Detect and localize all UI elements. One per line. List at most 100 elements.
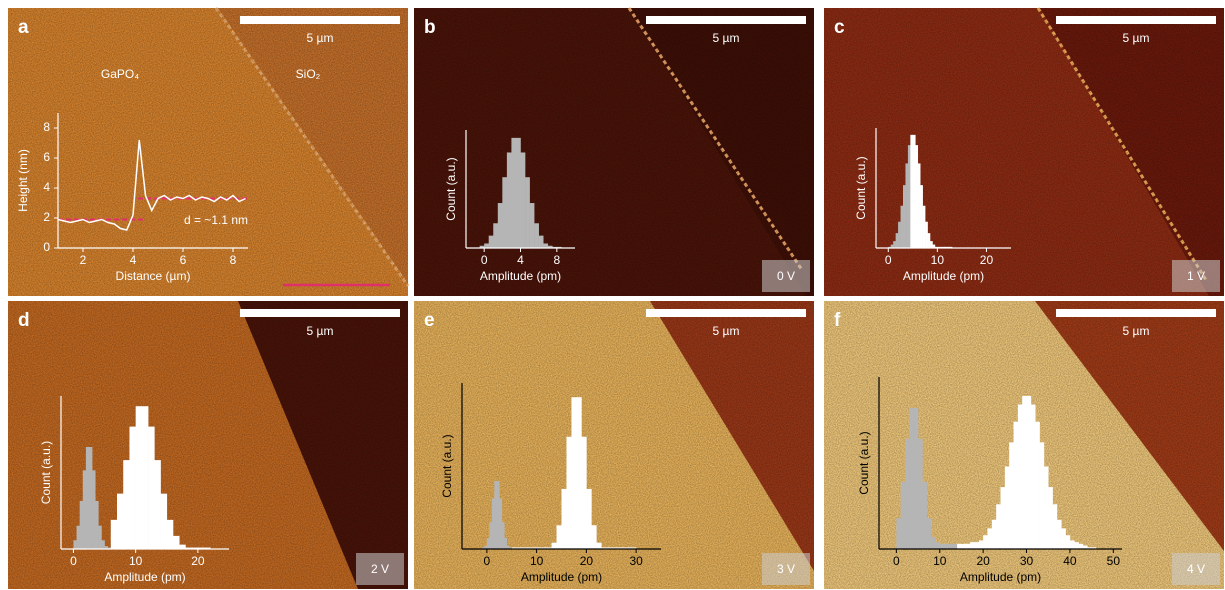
region-label: SiO₂ [296,67,321,81]
histogram-bar [536,547,542,549]
histogram-bar [581,436,587,549]
histogram-bar [930,241,933,248]
panel: f 5 µm 4 V Count (a.u.) 0 10 20 30 40 50 Amplitude… [824,301,1224,589]
histogram-bar [531,547,537,549]
histogram-bar [1000,487,1006,549]
panel: c 5 µm 1 V Count (a.u.) 0 10 20 Amplitude (pm) [824,7,1224,296]
panel-label: f [834,310,841,331]
histogram-bar [541,547,547,549]
histogram-bar [506,545,510,549]
histogram-bar [1061,528,1066,549]
histogram-bar [185,547,192,549]
panel-label: c [834,17,845,38]
histogram-bar [497,203,503,248]
histogram-bar [922,205,926,248]
x-tick-label: 30 [629,554,643,568]
histogram-bar [922,481,928,549]
histogram-bar [917,163,921,248]
histogram-bar [509,547,513,549]
histogram-bar [987,528,993,549]
histogram-bar [1030,404,1036,549]
voltage-box [356,553,404,585]
histogram-bar [915,145,919,248]
histogram-bar [82,470,87,549]
histogram-bar [534,223,539,248]
histogram-bar [488,235,494,248]
histogram-bar [501,522,505,549]
y-axis-label: Count (a.u.) [854,156,868,219]
x-axis-label: Distance (µm) [116,269,191,283]
y-tick-label: 0 [43,240,50,254]
x-tick-label: 20 [191,554,205,568]
x-tick-label: 8 [553,253,560,267]
panel: e 5 µm 3 V Count (a.u.) 0 10 20 30 Amplitude (pm… [414,301,814,589]
histogram-bar [197,547,205,549]
histogram-bar [925,221,928,248]
histogram-bar [905,163,909,248]
histogram-bar [586,488,592,549]
histogram-bar [504,537,508,549]
x-tick-label: 0 [484,554,491,568]
histogram-bar [913,407,919,549]
histogram-bar [1065,535,1071,549]
histogram-bar [965,543,971,549]
histogram-bar [1004,466,1010,549]
histogram-bar [957,543,962,549]
histogram-bar [511,547,518,549]
histogram-bar [511,137,517,248]
x-tick-label: 10 [530,554,544,568]
histogram-bar [543,243,549,248]
histogram-bar [991,519,997,549]
histogram-bar [561,488,567,549]
panel: a 5 µm GaPO₄ SiO₂ d = ~1.1 nm 0 2 4 6 8 Height (nm… [8,7,410,296]
voltage-box [1172,260,1220,292]
histogram-bar [1043,466,1049,549]
histogram-bar [123,460,130,549]
scale-bar-label: 5 µm [713,31,740,45]
histogram-bar [135,406,143,549]
height-profile [57,139,246,231]
y-tick-label: 2 [43,210,50,224]
histogram-bar [905,438,910,549]
histogram-bar [1078,543,1084,549]
histogram-bar [1069,540,1075,549]
histogram-bar [491,498,495,549]
scale-bar [240,16,400,24]
histogram-bar [910,134,914,248]
histogram-bar [932,244,936,248]
y-axis-label: Height (nm) [16,149,30,212]
histogram-bar [898,221,901,248]
y-axis-label: Count (a.u.) [857,431,871,494]
histogram-bar [73,540,77,549]
histogram-bar [515,137,521,248]
x-axis-label: Amplitude (pm) [480,269,561,283]
histogram-bar [961,543,967,549]
histogram-bar [191,547,199,549]
histogram-bar [101,540,105,549]
histogram-bar [1013,421,1019,549]
histogram-bar [974,542,980,549]
voltage-label: 2 V [371,562,389,576]
x-tick-label: 0 [885,253,892,267]
x-tick-label: 10 [931,253,945,267]
histogram-bar [547,245,553,248]
histogram-bar [571,397,577,549]
histogram-bar [978,540,984,549]
histogram-bar [1074,542,1079,549]
panel: d 5 µm 2 V Count (a.u.) 0 10 20 Amplitude (pm) [8,301,408,589]
x-axis-label: Amplitude (pm) [521,570,602,584]
region-label: GaPO₄ [101,67,139,81]
histogram-bar [983,535,988,549]
x-tick-label: 20 [980,253,994,267]
x-tick-label: 0 [481,253,488,267]
histogram-bar [104,546,108,549]
scale-bar [1056,16,1216,24]
scale-bar-label: 5 µm [307,324,334,338]
histogram-bar [129,426,136,549]
voltage-box [762,553,810,585]
histogram-bar [576,397,582,549]
histogram-bar [556,525,562,549]
histogram-bar [95,500,99,549]
panel-label: a [18,17,29,38]
